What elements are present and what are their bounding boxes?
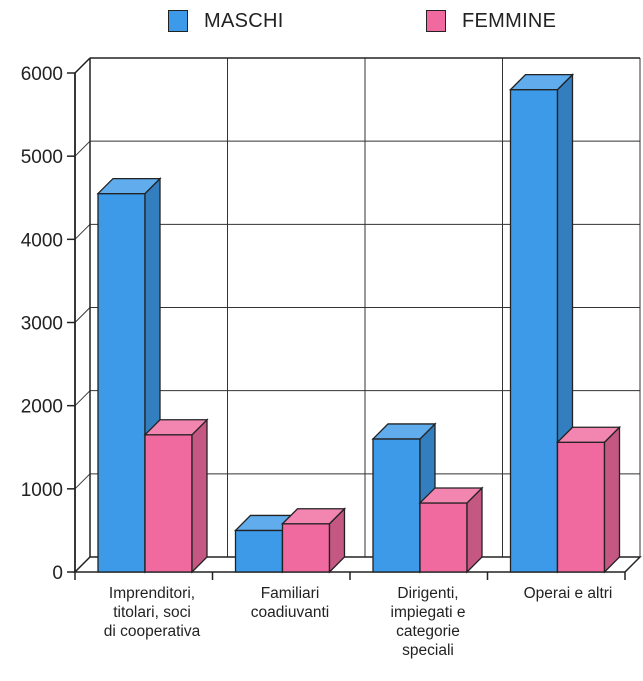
bar-front — [281, 523, 331, 573]
bar-front — [419, 502, 468, 573]
xtick-label-line: Familiari — [260, 585, 320, 602]
legend-swatch-femmine — [426, 10, 446, 32]
bar-top — [555, 426, 622, 443]
bar-top — [280, 508, 347, 525]
bar-front — [234, 529, 284, 573]
legend-swatch-maschi — [168, 10, 188, 32]
ytick-label-1000: 1000 — [21, 480, 63, 501]
axes: 0 1000 2000 3000 4000 5000 6000 — [21, 57, 642, 584]
xtick-label-line: speciali — [402, 642, 454, 659]
bar-top — [143, 419, 209, 436]
ytick-label-3000: 3000 — [21, 314, 63, 335]
bar-femmine-1 — [280, 507, 347, 574]
xtick-label-line: categorie — [396, 623, 460, 640]
bar-femmine-0 — [143, 418, 209, 574]
grid-depth-2000 — [74, 390, 91, 407]
grid-depth-5000 — [74, 140, 91, 157]
legend-entry-maschi: MASCHI — [168, 6, 284, 36]
bar-side — [191, 418, 208, 574]
bar-femmine-2 — [418, 486, 484, 574]
bars — [96, 73, 622, 574]
bar-front — [372, 438, 421, 573]
xtick-label-line: di cooperativa — [103, 623, 201, 640]
xtick-label-line: titolari, soci — [113, 604, 191, 621]
xtick-label-1: Familiari coadiuvanti — [220, 584, 360, 622]
ytick-label-2000: 2000 — [21, 397, 63, 418]
grid-depth-3000 — [74, 307, 91, 323]
legend-label-maschi: MASCHI — [204, 9, 284, 32]
bar-front — [556, 441, 606, 573]
xtick-label-line: impiegati e — [390, 604, 466, 621]
xtick-label-3: Operai e altri — [498, 584, 638, 603]
legend-entry-femmine: FEMMINE — [426, 6, 556, 36]
xtick-label-line: Dirigenti, — [397, 585, 459, 602]
ytick-label-0: 0 — [52, 563, 63, 584]
legend-label-femmine: FEMMINE — [462, 9, 557, 32]
xtick-label-2: Dirigenti, impiegati e categorie speciali — [358, 584, 498, 660]
bar-front — [97, 192, 146, 573]
bar-side — [603, 425, 621, 574]
xtick-label-line: Imprenditori, — [108, 585, 196, 602]
bar-front — [509, 88, 559, 573]
xtick-label-line: Operai e altri — [523, 585, 613, 602]
ytick-label-4000: 4000 — [21, 230, 63, 251]
ytick-label-6000: 6000 — [21, 64, 63, 85]
xtick-label-line: coadiuvanti — [250, 604, 330, 621]
bar-top — [418, 487, 484, 504]
bar-top — [96, 177, 162, 195]
y-axis-top — [74, 57, 91, 74]
bar-femmine-3 — [555, 425, 622, 574]
ytick-label-5000: 5000 — [21, 147, 63, 168]
bar-top — [371, 423, 437, 440]
grid-depth-1000 — [74, 473, 91, 490]
xtick-label-0: Imprenditori, titolari, soci di cooperativ… — [82, 584, 222, 641]
bar-top — [508, 73, 575, 91]
bar-front — [144, 434, 193, 573]
grid-depth-4000 — [74, 223, 91, 240]
